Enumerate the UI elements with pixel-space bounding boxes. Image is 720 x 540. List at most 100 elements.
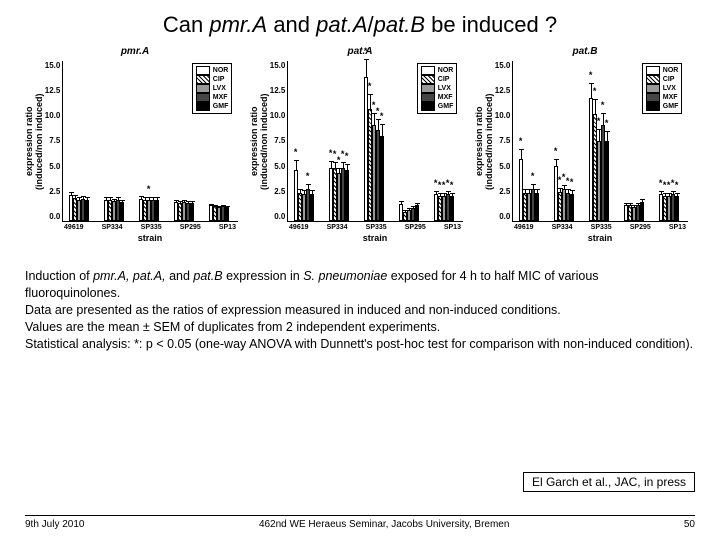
legend-label: MXF: [438, 93, 453, 102]
legend-item: LVX: [196, 84, 229, 93]
bar-group: **: [519, 159, 539, 221]
error-bar: [521, 149, 522, 160]
x-ticks: 49619SP334SP335SP295SP13: [25, 224, 245, 231]
error-bar: [312, 190, 313, 195]
error-bar: [677, 193, 678, 197]
error-bar: [378, 119, 379, 132]
y-tick-label: 2.5: [270, 187, 286, 196]
bar-group: [104, 200, 124, 221]
x-tick-label: SP13: [444, 224, 461, 231]
error-bar: [661, 191, 662, 195]
error-bar: [607, 131, 608, 142]
y-tick-label: 0.0: [270, 212, 286, 221]
y-ticks: 15.012.510.07.55.02.50.0: [45, 61, 63, 221]
error-bar: [83, 196, 84, 199]
error-bar: [440, 193, 441, 197]
legend-label: CIP: [663, 75, 675, 84]
significance-star: *: [446, 178, 450, 188]
legend-swatch: [646, 75, 660, 84]
legend-label: CIP: [213, 75, 225, 84]
bar: [155, 200, 159, 221]
x-tick-label: SP13: [669, 224, 686, 231]
legend-item: GMF: [196, 102, 229, 111]
x-tick-label: SP295: [405, 224, 426, 231]
significance-star: *: [554, 146, 558, 156]
error-bar: [122, 200, 123, 203]
y-ticks: 15.012.510.07.55.02.50.0: [270, 61, 288, 221]
legend: NORCIPLVXMXFGMF: [417, 63, 458, 114]
x-tick-label: SP335: [366, 224, 387, 231]
error-bar: [308, 184, 309, 190]
error-bar: [603, 113, 604, 126]
error-bar: [417, 203, 418, 206]
legend-item: NOR: [421, 66, 454, 75]
significance-star: *: [380, 111, 384, 121]
footer-date: 9th July 2010: [25, 519, 85, 530]
error-bar: [296, 160, 297, 171]
error-bar: [180, 201, 181, 204]
legend-swatch: [646, 93, 660, 102]
x-tick-label: 49619: [64, 224, 83, 231]
error-bar: [374, 113, 375, 126]
significance-star: *: [294, 147, 298, 157]
chart-panel: pat.Bexpression ratio(induced/non induce…: [475, 46, 695, 243]
error-bar: [106, 197, 107, 200]
error-bar: [227, 206, 228, 208]
bar: [640, 202, 644, 221]
bar: *: [675, 196, 679, 221]
error-bar: [145, 197, 146, 200]
charts-container: pmr.A expression ratio(induced/non induce…: [0, 46, 720, 243]
error-bar: [370, 94, 371, 110]
x-tick-label: 49619: [289, 224, 308, 231]
significance-star: *: [663, 180, 667, 190]
error-bar: [533, 184, 534, 190]
error-bar: [409, 208, 410, 211]
x-tick-label: SP335: [141, 224, 162, 231]
legend-swatch: [646, 84, 660, 93]
significance-star: *: [589, 70, 593, 80]
error-bar: [347, 164, 348, 170]
error-bar: [219, 206, 220, 208]
error-bar: [176, 200, 177, 203]
significance-star: *: [566, 176, 570, 186]
bar-group: **: [294, 170, 314, 221]
chart-title: pmr.A: [25, 46, 245, 57]
legend-label: LVX: [438, 84, 451, 93]
significance-star: *: [368, 81, 372, 91]
error-bar: [537, 189, 538, 194]
legend-swatch: [421, 93, 435, 102]
bar-group: [399, 204, 419, 221]
legend-item: GMF: [646, 102, 679, 111]
x-axis-label: strain: [250, 233, 470, 243]
y-axis-label: expression ratio(induced/non induced): [25, 61, 45, 222]
significance-star: *: [341, 149, 345, 159]
bar-group: [209, 205, 229, 221]
bar-group: *****: [329, 168, 349, 221]
error-bar: [211, 204, 212, 206]
chart-title: pat.A: [250, 46, 470, 57]
error-bar: [665, 193, 666, 197]
error-bar: [382, 124, 383, 137]
significance-star: *: [667, 180, 671, 190]
chart-panel: pmr.A expression ratio(induced/non induce…: [25, 46, 245, 243]
legend-label: NOR: [438, 66, 454, 75]
error-bar: [75, 195, 76, 198]
legend-label: GMF: [663, 102, 679, 111]
significance-star: *: [605, 118, 609, 128]
y-tick-label: 7.5: [270, 136, 286, 145]
y-tick-label: 5.0: [495, 162, 511, 171]
significance-star: *: [659, 178, 663, 188]
bar-group: *****: [589, 98, 609, 221]
legend-item: NOR: [196, 66, 229, 75]
error-bar: [149, 197, 150, 200]
significance-star: *: [306, 171, 310, 181]
legend-item: GMF: [421, 102, 454, 111]
significance-star: *: [329, 148, 333, 158]
significance-star: *: [147, 184, 151, 194]
legend-label: NOR: [213, 66, 229, 75]
significance-star: *: [364, 46, 368, 56]
bar: *: [345, 170, 349, 221]
error-bar: [529, 189, 530, 194]
y-tick-label: 12.5: [495, 86, 511, 95]
error-bar: [599, 129, 600, 142]
